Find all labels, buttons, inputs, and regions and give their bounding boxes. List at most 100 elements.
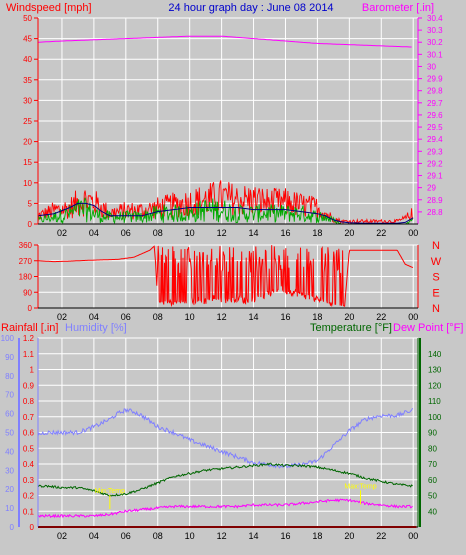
x-tick-label: 14 xyxy=(249,228,259,238)
temperature-tick-label: 140 xyxy=(428,350,442,359)
x-tick-label: 22 xyxy=(376,531,386,541)
rainfall-tick-label: 0 xyxy=(30,523,35,532)
compass-label: N xyxy=(432,240,440,252)
direction-panel-series xyxy=(38,245,414,308)
temperature-tick-label: 80 xyxy=(428,444,437,453)
x-tick-label: 14 xyxy=(249,531,259,541)
rainfall-tick-label: 0.4 xyxy=(23,460,35,469)
x-tick-label: 18 xyxy=(312,312,322,322)
barometer-tick-label: 29.5 xyxy=(427,123,443,132)
temperature-tick-label: 110 xyxy=(428,397,441,406)
barometer-tick-label: 29.8 xyxy=(427,87,443,96)
x-tick-label: 20 xyxy=(344,531,354,541)
humidity-tick-label: 0 xyxy=(10,523,15,532)
x-tick-label: 04 xyxy=(89,312,99,322)
x-tick-label: 22 xyxy=(376,228,386,238)
rainfall-tick-label: 0.5 xyxy=(23,444,35,453)
x-tick-label: 00 xyxy=(408,228,418,238)
barometer-series xyxy=(38,35,412,48)
chart-title: 24 hour graph day : June 08 2014 xyxy=(168,2,333,14)
wind-tick-label: 0 xyxy=(28,220,33,229)
humidity-tick-label: 30 xyxy=(5,466,14,475)
wind-panel-series xyxy=(37,35,414,225)
compass-label: S xyxy=(432,272,439,284)
humidity-axis-label: Humidity [%] xyxy=(65,322,127,334)
barometer-tick-label: 29.4 xyxy=(427,135,443,144)
direction-tick-label: 180 xyxy=(19,273,33,282)
x-tick-label: 04 xyxy=(89,228,99,238)
x-tick-label: 08 xyxy=(153,312,163,322)
wind-panel-grid xyxy=(38,17,418,225)
rainfall-axis-label: Rainfall [.in] xyxy=(1,322,58,334)
wind-gust-series xyxy=(38,180,413,225)
x-tick-label: 18 xyxy=(312,531,322,541)
barometer-tick-label: 29.6 xyxy=(427,111,443,120)
wind-tick-label: 15 xyxy=(23,158,32,167)
barometer-tick-label: 29.1 xyxy=(427,172,443,181)
wind-panel-axes: 02 04 06 08 10 12 14 16 18 20 22 000510152025303540… xyxy=(23,14,443,238)
x-tick-label: 14 xyxy=(249,312,259,322)
humidity-tick-label: 20 xyxy=(5,485,14,494)
wind-tick-label: 45 xyxy=(23,35,32,44)
wind-tick-label: 20 xyxy=(23,138,32,147)
wind-panel: 02 04 06 08 10 12 14 16 18 20 22 000510152025303540… xyxy=(6,2,443,238)
x-tick-label: 16 xyxy=(280,531,290,541)
rainfall-tick-label: 0.1 xyxy=(23,507,35,516)
wind-axis-label: Windspeed [mph] xyxy=(6,2,92,14)
temperature-series xyxy=(37,462,413,498)
wind-tick-label: 35 xyxy=(23,76,32,85)
x-tick-label: 16 xyxy=(280,228,290,238)
wind-tick-label: 25 xyxy=(23,117,32,126)
temperature-panel-grid xyxy=(38,337,418,527)
humidity-tick-label: 100 xyxy=(1,334,15,343)
barometer-tick-label: 28.8 xyxy=(427,208,443,217)
temperature-axis-label: Temperature [°F] xyxy=(310,322,392,334)
wind-tick-label: 10 xyxy=(23,179,32,188)
humidity-tick-label: 10 xyxy=(5,504,14,513)
direction-tick-label: 90 xyxy=(23,288,32,297)
x-tick-label: 16 xyxy=(280,312,290,322)
x-tick-label: 22 xyxy=(376,312,386,322)
barometer-tick-label: 30.3 xyxy=(427,26,443,35)
temperature-panel-axes: 02 04 06 08 10 12 14 16 18 20 22 000102030405060708… xyxy=(1,334,442,541)
x-tick-label: 10 xyxy=(185,531,195,541)
x-tick-label: 20 xyxy=(344,228,354,238)
rainfall-tick-label: 1.1 xyxy=(23,350,35,359)
direction-tick-label: 270 xyxy=(19,257,33,266)
humidity-tick-label: 60 xyxy=(5,410,14,419)
humidity-tick-label: 50 xyxy=(5,429,14,438)
direction-tick-label: 360 xyxy=(19,241,33,250)
x-tick-label: 10 xyxy=(185,312,195,322)
barometer-tick-label: 29 xyxy=(427,184,436,193)
compass-label: N xyxy=(432,303,440,315)
barometer-tick-label: 29.2 xyxy=(427,159,443,168)
barometer-tick-label: 30.4 xyxy=(427,14,443,23)
x-tick-label: 02 xyxy=(57,531,67,541)
barometer-tick-label: 30.2 xyxy=(427,38,443,47)
rainfall-tick-label: 0.9 xyxy=(23,381,35,390)
humidity-tick-label: 70 xyxy=(5,391,14,400)
barometer-tick-label: 28.9 xyxy=(427,196,443,205)
x-tick-label: 06 xyxy=(121,228,131,238)
temp-annotation-label: Max:Temp xyxy=(344,483,376,490)
barometer-axis-label: Barometer [.in] xyxy=(362,2,434,14)
rainfall-tick-label: 0.6 xyxy=(23,429,35,438)
x-tick-label: 06 xyxy=(121,312,131,322)
rainfall-tick-label: 0.8 xyxy=(23,397,35,406)
barometer-tick-label: 30.1 xyxy=(427,50,443,59)
x-tick-label: 02 xyxy=(57,228,67,238)
barometer-tick-label: 29.7 xyxy=(427,99,443,108)
x-tick-label: 04 xyxy=(89,531,99,541)
humidity-tick-label: 90 xyxy=(5,353,14,362)
temperature-tick-label: 70 xyxy=(428,460,437,469)
wind-tick-label: 50 xyxy=(23,14,32,23)
temperature-tick-label: 40 xyxy=(428,507,437,516)
x-tick-label: 00 xyxy=(408,312,418,322)
barometer-tick-label: 30 xyxy=(427,62,436,71)
x-tick-label: 08 xyxy=(153,531,163,541)
rainfall-tick-label: 1 xyxy=(30,366,35,375)
temperature-tick-label: 100 xyxy=(428,413,442,422)
